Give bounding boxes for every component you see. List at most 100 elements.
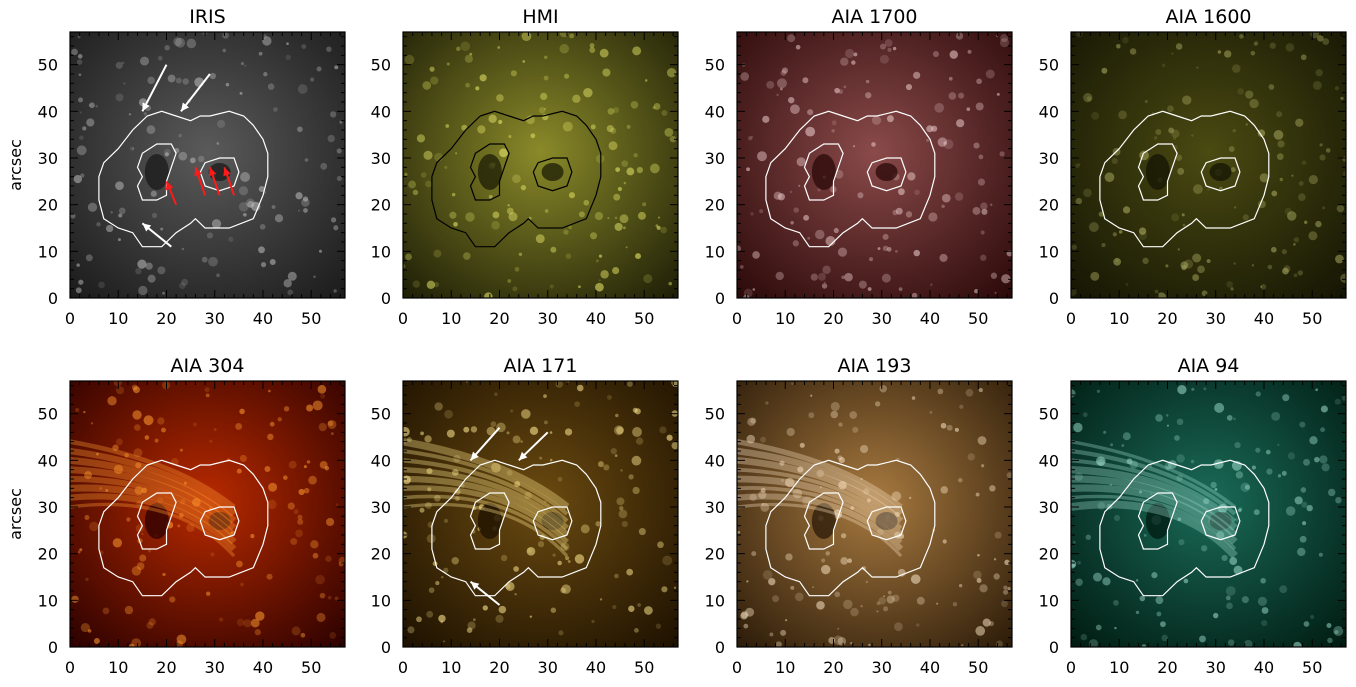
panel-title: AIA 94 xyxy=(1178,355,1240,377)
contour-3 xyxy=(866,157,907,192)
panel-5: 0 10 20 30 40 50 0 10 20 30 40 50 AIA 304 arcsec xyxy=(6,355,346,677)
panel-image xyxy=(1071,32,1346,298)
arrow-icon xyxy=(141,64,168,112)
y-tick-label: 10 xyxy=(371,591,391,610)
y-tick-label: 10 xyxy=(1039,242,1059,261)
panel-8: 0 10 20 30 40 50 0 10 20 30 40 50 AIA 94 xyxy=(1039,355,1347,677)
panel-image xyxy=(1071,381,1346,647)
y-tick-label: 0 xyxy=(1049,638,1059,657)
y-tick-label: 20 xyxy=(1039,545,1059,564)
panel-image xyxy=(70,381,345,647)
contour-3 xyxy=(199,157,240,192)
x-tick-label: 10 xyxy=(108,658,128,677)
contour-1 xyxy=(1099,459,1270,597)
contour-2 xyxy=(469,492,510,550)
y-tick-label: 50 xyxy=(1039,56,1059,75)
panel-image xyxy=(403,381,678,647)
y-axis-label: arcsec xyxy=(6,139,25,191)
x-tick-label: 50 xyxy=(301,309,321,328)
x-tick-label: 0 xyxy=(732,658,742,677)
x-tick-label: 20 xyxy=(1157,309,1177,328)
x-tick-label: 20 xyxy=(489,658,509,677)
y-tick-label: 40 xyxy=(38,451,58,470)
contour-3 xyxy=(199,506,240,541)
contour-3 xyxy=(1200,506,1241,541)
contour-3 xyxy=(866,506,907,541)
y-tick-label: 10 xyxy=(38,242,58,261)
x-tick-label: 30 xyxy=(872,658,892,677)
contour-1 xyxy=(1099,110,1270,248)
panel-4: 0 10 20 30 40 50 0 10 20 30 40 50 AIA 1600 xyxy=(1039,6,1347,328)
y-tick-label: 10 xyxy=(38,591,58,610)
y-tick-label: 20 xyxy=(705,196,725,215)
x-tick-label: 0 xyxy=(65,309,75,328)
x-tick-label: 30 xyxy=(872,309,892,328)
contour-2 xyxy=(469,143,510,201)
y-axis-label: arcsec xyxy=(6,488,25,540)
panel-image xyxy=(403,32,678,298)
y-tick-label: 0 xyxy=(381,638,391,657)
y-tick-label: 20 xyxy=(1039,196,1059,215)
x-tick-label: 10 xyxy=(108,309,128,328)
y-tick-label: 30 xyxy=(1039,498,1059,517)
panel-title: AIA 171 xyxy=(504,355,578,377)
arrow-icon xyxy=(518,431,549,462)
x-tick-label: 20 xyxy=(823,658,843,677)
panel-title: AIA 1600 xyxy=(1166,6,1252,28)
x-tick-label: 0 xyxy=(1066,309,1076,328)
arrow-icon xyxy=(208,167,221,196)
y-tick-label: 20 xyxy=(38,545,58,564)
x-tick-label: 40 xyxy=(586,309,606,328)
y-tick-label: 0 xyxy=(381,289,391,308)
x-tick-label: 10 xyxy=(1109,309,1129,328)
y-tick-label: 30 xyxy=(38,149,58,168)
contour-2 xyxy=(136,492,177,550)
arrow-icon xyxy=(194,167,207,196)
panel-title: AIA 193 xyxy=(838,355,912,377)
contour-2 xyxy=(1137,492,1178,550)
y-tick-label: 40 xyxy=(371,451,391,470)
x-tick-label: 30 xyxy=(205,309,225,328)
x-tick-label: 50 xyxy=(968,309,988,328)
panel-frame xyxy=(1070,31,1347,299)
contour-3 xyxy=(532,506,573,541)
y-tick-label: 30 xyxy=(705,498,725,517)
contour-2 xyxy=(136,143,177,201)
contour-2 xyxy=(1137,143,1178,201)
y-tick-label: 50 xyxy=(705,56,725,75)
contour-1 xyxy=(98,110,269,248)
contour-1 xyxy=(765,459,936,597)
panel-image xyxy=(70,32,345,298)
panel-frame xyxy=(69,380,346,648)
panel-title: AIA 1700 xyxy=(832,6,918,28)
x-tick-label: 40 xyxy=(920,309,940,328)
x-tick-label: 10 xyxy=(1109,658,1129,677)
panel-2: 0 10 20 30 40 50 0 10 20 30 40 50 HMI xyxy=(371,6,679,328)
y-tick-label: 30 xyxy=(1039,149,1059,168)
x-tick-label: 20 xyxy=(156,309,176,328)
arrow-icon xyxy=(165,180,178,206)
x-tick-label: 10 xyxy=(441,658,461,677)
x-tick-label: 20 xyxy=(823,309,843,328)
panel-7: 0 10 20 30 40 50 0 10 20 30 40 50 AIA 193 xyxy=(705,355,1013,677)
y-tick-label: 50 xyxy=(371,405,391,424)
contour-2 xyxy=(803,143,844,201)
panel-6: 0 10 20 30 40 50 0 10 20 30 40 50 AIA 171 xyxy=(371,355,679,677)
y-tick-label: 40 xyxy=(371,102,391,121)
y-tick-label: 40 xyxy=(705,451,725,470)
panel-title: AIA 304 xyxy=(171,355,245,377)
x-tick-label: 50 xyxy=(1302,309,1322,328)
arrow-icon xyxy=(469,427,501,461)
y-tick-label: 50 xyxy=(1039,405,1059,424)
panel-frame xyxy=(1070,380,1347,648)
x-tick-label: 0 xyxy=(398,309,408,328)
y-tick-label: 50 xyxy=(705,405,725,424)
arrow-icon xyxy=(180,73,211,112)
panel-1: 0 10 20 30 40 50 0 10 20 30 40 50 IRIS arcsec xyxy=(6,6,346,328)
x-tick-label: 40 xyxy=(1254,658,1274,677)
x-tick-label: 10 xyxy=(775,658,795,677)
x-tick-label: 0 xyxy=(398,658,408,677)
x-tick-label: 10 xyxy=(775,309,795,328)
y-tick-label: 0 xyxy=(48,638,58,657)
